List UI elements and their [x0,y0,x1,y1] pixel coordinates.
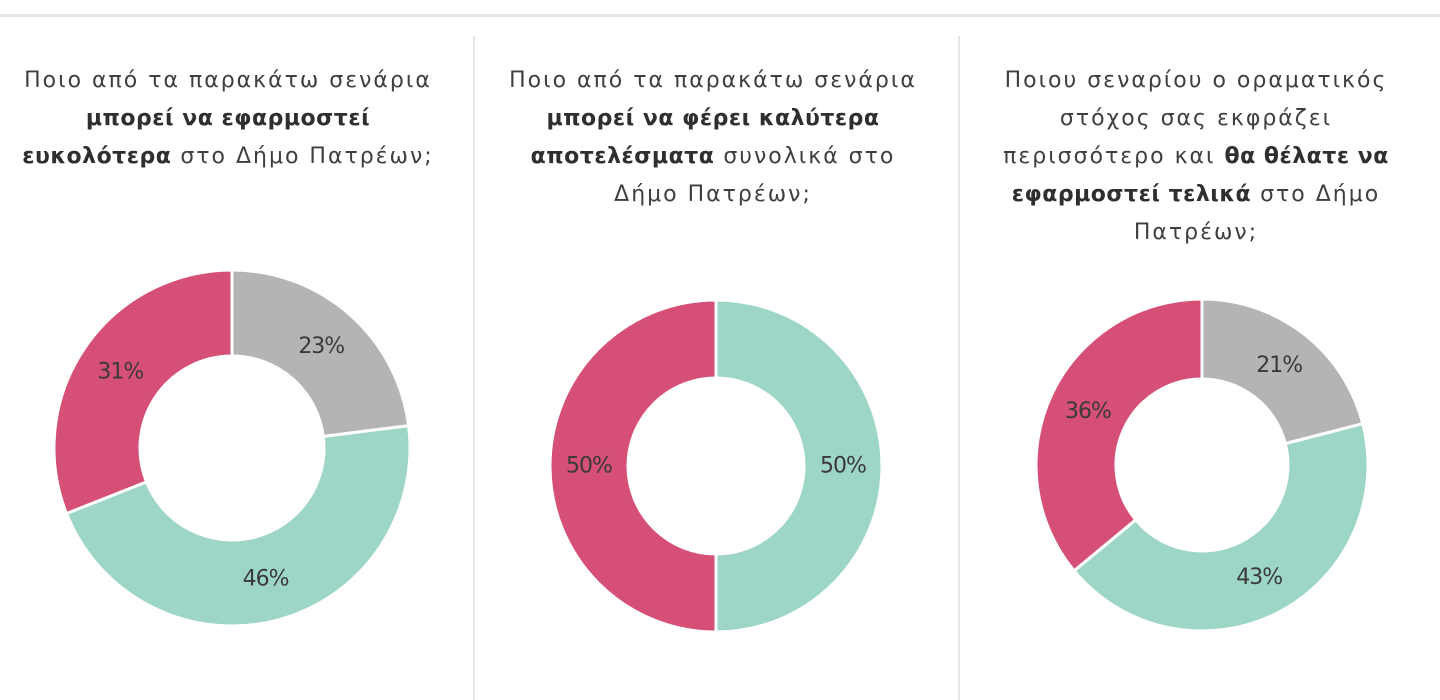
chart-1-slice-green [64,424,412,628]
chart-3-donut: 21% 43% 36% [1034,297,1370,633]
chart-3-label-pink: 36% [1065,399,1111,424]
chart-1-question-part-3: στο Δήμο Πατρέων; [171,144,434,169]
chart-2-question: Ποιο από τα παρακάτω σενάρια μπορεί να φ… [503,62,923,214]
chart-1-label-pink: 31% [97,360,143,385]
chart-2-label-green: 50% [820,454,866,479]
chart-3-question: Ποιου σεναρίου ο οραματικός στόχος σας ε… [996,62,1396,252]
panel-divider-2 [958,36,960,700]
chart-1-question: Ποιο από τα παρακάτω σενάρια μπορεί να ε… [18,62,438,176]
chart-1-label-gray: 23% [298,334,344,359]
chart-3-question-part-3: στο Δήμο Πατρέων; [1133,182,1381,245]
chart-3-slice-green [1072,422,1370,633]
chart-2-question-part-2: μπορεί να φέρει καλύτερα αποτελέσματα [530,106,880,169]
chart-3-slice-gray [1200,297,1365,446]
chart-2-slice-green [714,298,884,634]
panel-divider-1 [473,36,475,700]
chart-2-label-pink: 50% [566,454,612,479]
chart-1-donut: 23% 46% 31% [52,268,412,628]
chart-panel-3: Ποιου σεναρίου ο οραματικός στόχος σας ε… [968,0,1440,700]
chart-3-question-part-1: Ποιου σεναρίου ο οραματικός στόχος σας ε… [1003,68,1388,169]
chart-3-slice-pink [1034,297,1204,573]
chart-3-label-gray: 21% [1256,353,1302,378]
chart-panel-2: Ποιο από τα παρακάτω σενάρια μπορεί να φ… [483,0,948,700]
chart-2-donut: 0%50%50% [548,298,884,634]
chart-2-question-part-1: Ποιο από τα παρακάτω σενάρια [509,68,917,93]
chart-1-slice-gray [230,268,411,438]
chart-1-question-part-1: Ποιο από τα παρακάτω σενάρια [24,68,432,93]
top-divider-line [0,14,1440,17]
chart-panel-1: Ποιο από τα παρακάτω σενάρια μπορεί να ε… [0,0,463,700]
chart-3-label-green: 43% [1236,565,1282,590]
chart-2-slice-pink [548,298,718,634]
chart-1-slice-pink [52,268,234,516]
chart-3-question-part-2: θα θέλατε να εφαρμοστεί τελικά [1011,144,1389,207]
chart-1-label-green: 46% [243,566,289,591]
chart-1-question-part-2: μπορεί να εφαρμοστεί ευκολότερα [22,106,371,169]
chart-2-question-part-3: συνολικά στο Δήμο Πατρέων; [614,144,896,207]
